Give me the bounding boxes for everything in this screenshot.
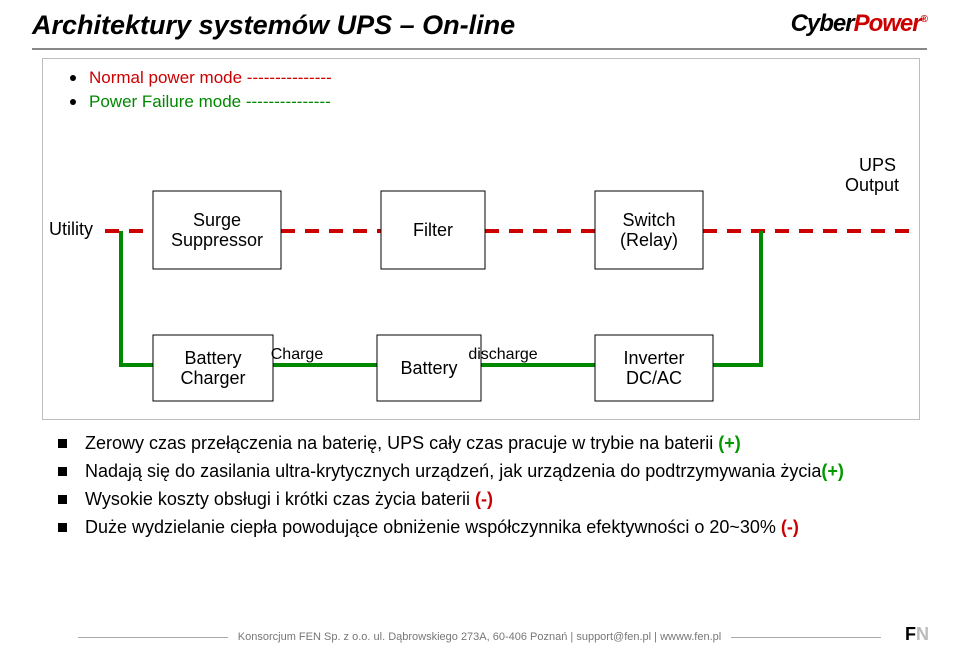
svg-text:Power Failure mode -----------: Power Failure mode ---------------	[89, 92, 331, 111]
svg-text:Normal power mode ------------: Normal power mode ---------------	[89, 68, 332, 87]
fn-logo: FN	[905, 624, 929, 645]
title-rule	[32, 48, 927, 50]
fn-logo-n: N	[916, 624, 929, 644]
svg-text:UPS: UPS	[859, 155, 896, 175]
logo-part1: Cyber	[791, 10, 854, 37]
ups-diagram: Normal power mode --------------- Power F…	[42, 58, 920, 420]
svg-text:discharge: discharge	[468, 346, 537, 363]
bullet-mark: (-)	[475, 489, 493, 509]
fn-logo-f: F	[905, 624, 916, 644]
svg-text:Filter: Filter	[413, 220, 453, 240]
bullet-item: Zerowy czas przełączenia na baterię, UPS…	[58, 430, 919, 458]
bullet-mark: (+)	[821, 461, 844, 481]
bullet-text: Wysokie koszty obsługi i krótki czas życ…	[85, 489, 475, 509]
footer-text: Konsorcjum FEN Sp. z o.o. ul. Dąbrowskie…	[0, 631, 959, 643]
slide-title: Architektury systemów UPS – On-line	[32, 10, 515, 41]
bullet-mark: (-)	[781, 517, 799, 537]
svg-text:Utility: Utility	[49, 219, 93, 239]
svg-text:Switch: Switch	[622, 210, 675, 230]
bullet-mark: (+)	[718, 433, 741, 453]
svg-text:Surge: Surge	[193, 210, 241, 230]
bullet-list: Zerowy czas przełączenia na baterię, UPS…	[58, 430, 919, 542]
svg-text:Output: Output	[845, 175, 899, 195]
svg-text:Suppressor: Suppressor	[171, 230, 263, 250]
logo-reg: ®	[921, 14, 927, 25]
svg-text:Inverter: Inverter	[623, 348, 684, 368]
svg-text:Charger: Charger	[180, 368, 245, 388]
svg-text:DC/AC: DC/AC	[626, 368, 682, 388]
brand-logo: CyberPower®	[791, 10, 927, 38]
bullet-item: Wysokie koszty obsługi i krótki czas życ…	[58, 486, 919, 514]
svg-text:Battery: Battery	[184, 348, 241, 368]
bullet-text: Nadają się do zasilania ultra-krytycznyc…	[85, 461, 821, 481]
svg-text:(Relay): (Relay)	[620, 230, 678, 250]
bullet-text: Duże wydzielanie ciepła powodujące obniż…	[85, 517, 781, 537]
bullet-item: Nadają się do zasilania ultra-krytycznyc…	[58, 458, 919, 486]
bullet-text: Zerowy czas przełączenia na baterię, UPS…	[85, 433, 718, 453]
logo-part2: Power	[854, 10, 921, 37]
svg-text:Charge: Charge	[271, 346, 324, 363]
bullet-item: Duże wydzielanie ciepła powodujące obniż…	[58, 514, 919, 542]
svg-text:Battery: Battery	[400, 358, 457, 378]
